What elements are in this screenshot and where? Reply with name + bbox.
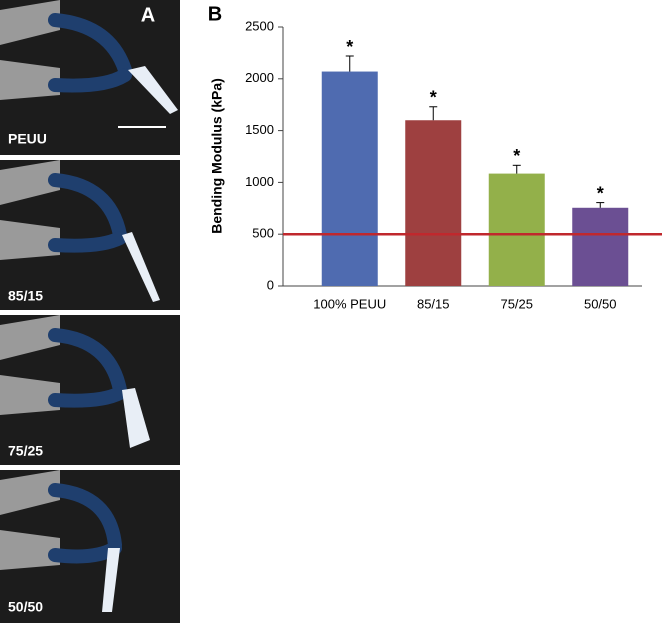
photo-label: PEUU bbox=[8, 131, 47, 147]
photo-label: 75/25 bbox=[8, 443, 43, 459]
forceps bbox=[0, 0, 60, 570]
significance-mark: * bbox=[430, 88, 437, 108]
samples bbox=[102, 66, 178, 612]
significance-mark: * bbox=[597, 183, 604, 203]
y-axis-label: Bending Modulus (kPa) bbox=[209, 78, 225, 234]
x-tick-label: 100% PEUU bbox=[313, 296, 386, 311]
x-tick-label: 75/25 bbox=[500, 296, 533, 311]
forceps-tips bbox=[48, 13, 132, 564]
bar bbox=[405, 120, 462, 287]
significance-mark: * bbox=[513, 146, 520, 166]
y-tick-label: 500 bbox=[252, 226, 274, 241]
significance-mark: * bbox=[346, 37, 353, 57]
photo-label: 85/15 bbox=[8, 288, 43, 304]
panel-label: A bbox=[141, 4, 155, 26]
photo-column: A PEUU 85/15 75/25 50/50 bbox=[0, 0, 180, 623]
x-tick-label: 85/15 bbox=[417, 296, 450, 311]
y-tick-label: 2000 bbox=[245, 70, 274, 85]
bar bbox=[572, 207, 629, 286]
y-tick-label: 2500 bbox=[245, 18, 274, 33]
bar bbox=[488, 173, 545, 286]
photo-label: 50/50 bbox=[8, 599, 43, 615]
y-tick-label: 0 bbox=[267, 277, 274, 292]
y-tick-label: 1500 bbox=[245, 122, 274, 137]
panel-label: B bbox=[208, 3, 222, 25]
bar bbox=[321, 71, 378, 286]
y-tick-label: 1000 bbox=[245, 174, 274, 189]
x-tick-label: 50/50 bbox=[584, 296, 617, 311]
